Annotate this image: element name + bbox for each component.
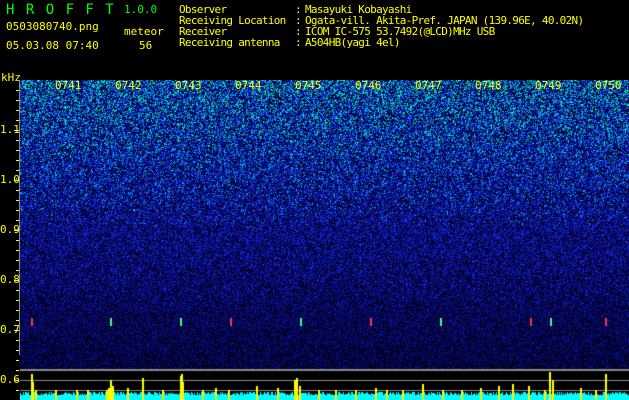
minor-tick [16, 340, 19, 341]
minor-tick [16, 190, 19, 191]
meteor-count: 56 [139, 39, 153, 52]
time-tick-label: 0743 [175, 79, 202, 92]
axis-line [19, 80, 20, 355]
minor-tick [16, 210, 19, 211]
time-tick-label: 0750 [595, 79, 622, 92]
minor-tick [16, 170, 19, 171]
minor-tick [16, 350, 19, 351]
time-tick-label: 0741 [55, 79, 82, 92]
minor-tick [16, 150, 19, 151]
unit-label: kHz [1, 71, 21, 84]
minor-tick [16, 160, 19, 161]
minor-tick [16, 310, 19, 311]
minor-tick [16, 100, 19, 101]
freq-tick-label: 0.7 [0, 323, 20, 336]
minor-tick [16, 260, 19, 261]
minor-tick [16, 320, 19, 321]
minor-tick [16, 250, 19, 251]
minor-tick [16, 380, 19, 381]
info-label: Receiver [179, 25, 227, 38]
info-colon: : [295, 3, 302, 16]
info-value: Masayuki Kobayashi [305, 3, 412, 16]
info-colon: : [295, 14, 302, 27]
time-tick-label: 0748 [475, 79, 502, 92]
minor-tick [16, 290, 19, 291]
info-value: ICOM IC-575 53.7492(@LCD)MHz USB [305, 25, 495, 38]
info-value: Ogata-vill. Akita-Pref. JAPAN (139.96E, … [305, 14, 584, 27]
minor-tick [16, 140, 19, 141]
minor-tick [16, 240, 19, 241]
time-tick-label: 0745 [295, 79, 322, 92]
minor-tick [16, 390, 19, 391]
info-colon: : [295, 25, 302, 38]
minor-tick [16, 130, 19, 131]
filename: 0503080740.png [6, 20, 99, 33]
minor-tick [16, 180, 19, 181]
meteor-histogram [20, 370, 629, 400]
minor-tick [16, 330, 19, 331]
minor-tick [16, 90, 19, 91]
spectrogram [20, 80, 629, 370]
info-value: A504HB(yagi 4el) [305, 36, 400, 49]
time-tick-label: 0749 [535, 79, 562, 92]
freq-tick-label: 1.1 [0, 123, 20, 136]
minor-tick [16, 220, 19, 221]
info-label: Observer [179, 3, 227, 16]
info-colon: : [295, 36, 302, 49]
freq-tick-label: 1.0 [0, 173, 20, 186]
minor-tick [16, 300, 19, 301]
minor-tick [16, 230, 19, 231]
minor-tick [16, 120, 19, 121]
time-tick-label: 0742 [115, 79, 142, 92]
info-label: Receiving Location [179, 14, 286, 27]
minor-tick [16, 360, 19, 361]
minor-tick [16, 270, 19, 271]
time-tick-label: 0744 [235, 79, 262, 92]
datetime: 05.03.08 07:40 [6, 39, 99, 52]
meteor-label: meteor [124, 25, 164, 38]
minor-tick [16, 280, 19, 281]
freq-tick-label: 0.8 [0, 273, 20, 286]
info-label: Receiving antenna [179, 36, 280, 49]
version: 1.0.0 [124, 3, 158, 16]
minor-tick [16, 370, 19, 371]
time-tick-label: 0746 [355, 79, 382, 92]
freq-tick-label: 0.9 [0, 223, 20, 236]
freq-tick-label: 0.6 [0, 373, 20, 386]
app-title: H R O F F T [6, 2, 116, 18]
minor-tick [16, 200, 19, 201]
minor-tick [16, 110, 19, 111]
time-tick-label: 0747 [415, 79, 442, 92]
